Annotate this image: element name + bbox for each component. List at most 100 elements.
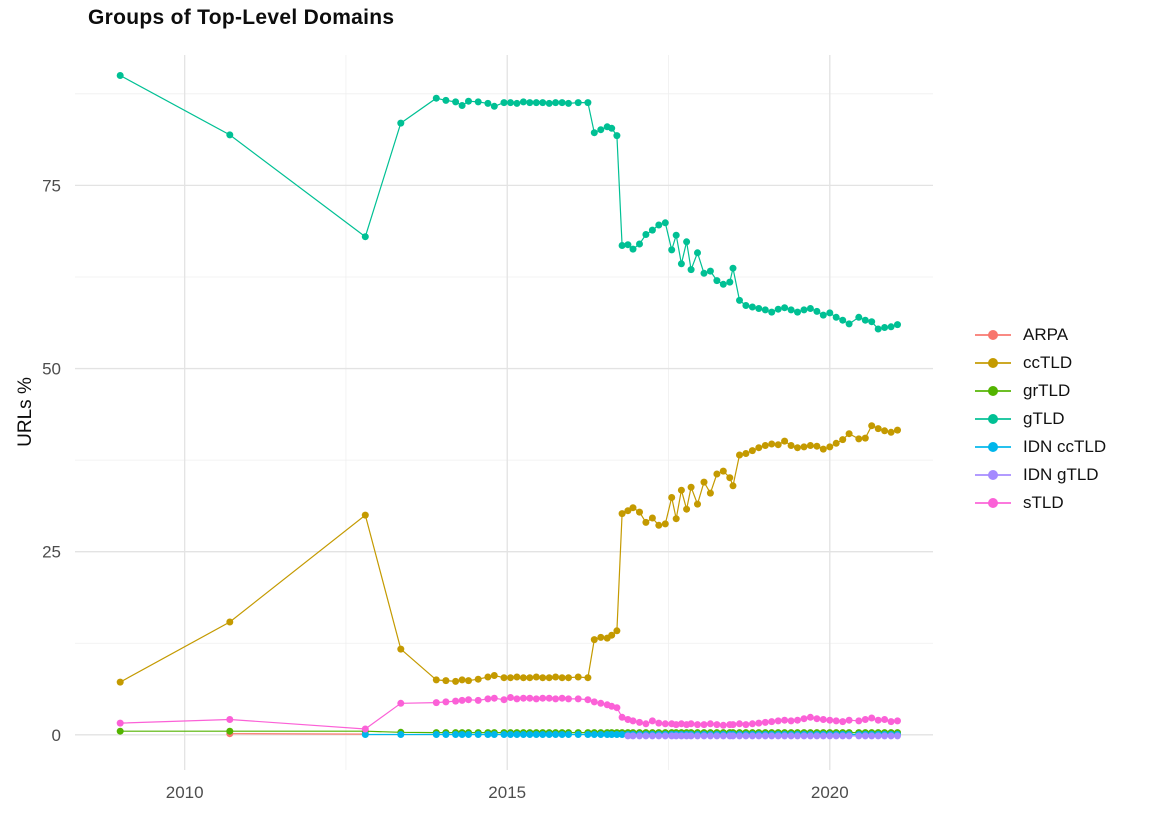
- data-point: [787, 306, 795, 314]
- data-point: [432, 699, 440, 707]
- legend-key-icon: [975, 413, 1011, 425]
- data-point: [500, 731, 508, 738]
- data-point: [694, 732, 701, 740]
- data-point: [519, 98, 527, 106]
- data-point: [507, 731, 514, 738]
- data-point: [545, 694, 553, 702]
- data-point: [539, 674, 547, 682]
- data-point: [839, 316, 847, 324]
- data-point: [845, 430, 853, 438]
- data-point: [532, 695, 540, 703]
- data-point: [642, 231, 650, 238]
- data-point: [642, 518, 650, 526]
- data-point: [116, 678, 124, 686]
- data-point: [719, 721, 727, 729]
- data-point: [613, 731, 621, 738]
- data-point: [552, 695, 560, 703]
- data-point: [590, 636, 598, 644]
- legend-label: ccTLD: [1023, 353, 1073, 372]
- data-point: [642, 732, 650, 740]
- data-point: [655, 221, 663, 229]
- data-point: [584, 696, 592, 704]
- data-point: [655, 732, 663, 740]
- data-point: [832, 732, 840, 740]
- data-point: [755, 444, 763, 452]
- data-point: [500, 696, 508, 704]
- data-point: [894, 321, 901, 329]
- data-point: [774, 717, 782, 725]
- data-point: [755, 719, 763, 727]
- data-point: [806, 713, 814, 721]
- data-point: [624, 732, 632, 740]
- legend-item-grtld: grTLD: [975, 377, 1106, 405]
- data-point: [787, 442, 795, 449]
- series-line-stld: [120, 696, 898, 730]
- data-point: [526, 694, 534, 702]
- data-point: [655, 719, 663, 727]
- data-point: [868, 422, 876, 430]
- data-point: [677, 486, 685, 494]
- data-point: [672, 231, 680, 239]
- data-point: [618, 731, 626, 738]
- data-point: [868, 714, 876, 722]
- data-point: [507, 674, 514, 682]
- data-point: [672, 515, 680, 523]
- data-point: [613, 704, 621, 712]
- data-point: [813, 307, 821, 315]
- data-point: [545, 674, 553, 682]
- data-point: [452, 677, 460, 685]
- data-point: [545, 731, 553, 738]
- data-point: [558, 99, 566, 107]
- data-point: [819, 311, 827, 319]
- data-point: [432, 731, 440, 738]
- data-point: [597, 633, 605, 641]
- data-point: [839, 436, 847, 444]
- data-point: [629, 732, 637, 740]
- legend-label: IDN ccTLD: [1023, 437, 1107, 456]
- data-point: [458, 102, 466, 109]
- data-point: [748, 447, 756, 455]
- data-point: [490, 102, 498, 110]
- legend: ARPA ccTLD grTLD gTLD IDN ccTLD IDN gTLD sTLD: [975, 321, 1106, 517]
- data-point: [894, 717, 901, 725]
- data-point: [484, 673, 492, 681]
- chart-title: Groups of Top-Level Domains: [88, 6, 395, 29]
- data-point: [748, 732, 756, 740]
- data-point: [590, 129, 598, 137]
- data-point: [800, 306, 808, 314]
- data-point: [513, 731, 521, 738]
- data-point: [832, 439, 840, 447]
- data-point: [768, 732, 776, 740]
- data-point: [729, 264, 737, 272]
- data-point: [672, 732, 680, 740]
- data-point: [574, 99, 582, 107]
- data-point: [442, 731, 450, 738]
- data-point: [636, 732, 643, 740]
- data-point: [729, 482, 737, 490]
- data-point: [532, 731, 540, 738]
- data-point: [861, 732, 869, 740]
- data-point: [442, 698, 450, 706]
- data-point: [552, 99, 560, 107]
- data-point: [474, 731, 482, 738]
- data-point: [648, 717, 656, 725]
- y-tick-label: 50: [42, 360, 61, 379]
- data-point: [526, 674, 534, 682]
- data-point: [742, 721, 750, 729]
- data-point: [677, 720, 685, 728]
- data-point: [826, 443, 834, 451]
- data-point: [887, 428, 895, 436]
- data-point: [526, 99, 534, 107]
- gridlines: [75, 55, 933, 770]
- data-point: [700, 721, 708, 729]
- data-point: [565, 731, 572, 738]
- data-point: [832, 717, 840, 725]
- series-idn-gtld: [624, 732, 901, 740]
- data-point: [458, 731, 466, 738]
- legend-label: ARPA: [1023, 325, 1069, 344]
- data-point: [552, 673, 560, 681]
- legend-label: IDN gTLD: [1023, 465, 1099, 484]
- data-point: [861, 716, 869, 723]
- series-gtld: [116, 72, 901, 333]
- data-point: [881, 732, 889, 740]
